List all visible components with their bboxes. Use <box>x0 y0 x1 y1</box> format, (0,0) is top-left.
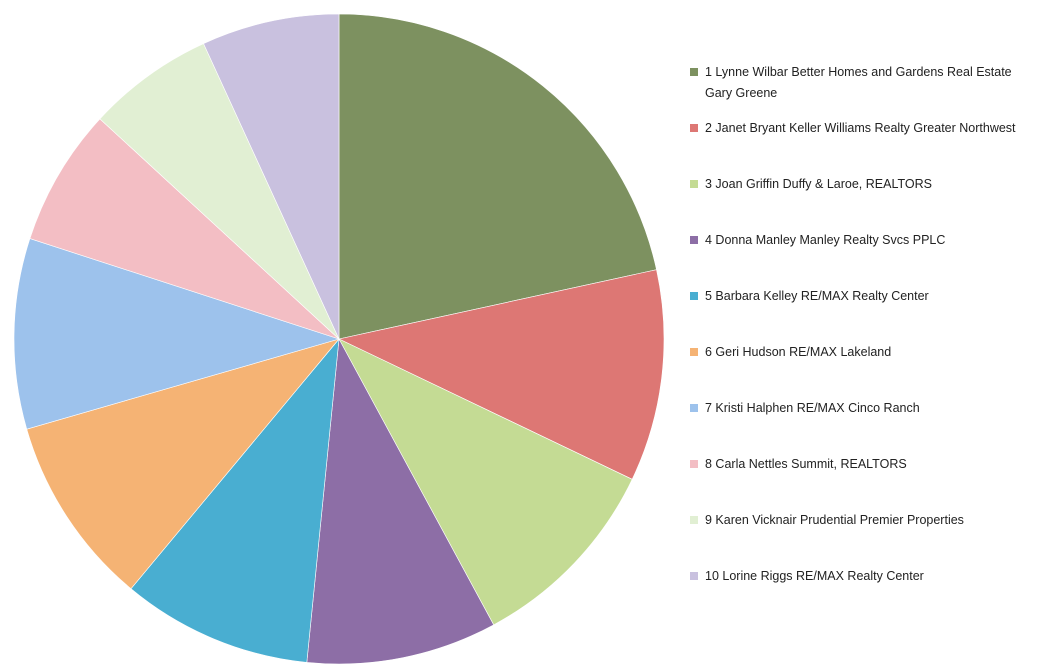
legend-swatch-6 <box>690 348 698 356</box>
legend-label-5: 5 Barbara Kelley RE/MAX Realty Center <box>705 289 929 303</box>
pie-slice-2 <box>338 269 665 480</box>
legend-item-1: 1 Lynne Wilbar Better Homes and Gardens … <box>690 62 1035 104</box>
legend-swatch-2 <box>690 124 698 132</box>
legend-label-9: 9 Karen Vicknair Prudential Premier Prop… <box>705 513 964 527</box>
pie-slice-5 <box>130 338 340 663</box>
legend-label-1: 1 Lynne Wilbar Better Homes and Gardens … <box>705 65 1012 100</box>
legend-swatch-10 <box>690 572 698 580</box>
legend-swatch-3 <box>690 180 698 188</box>
legend-swatch-9 <box>690 516 698 524</box>
pie-slice-1 <box>338 13 657 340</box>
legend-item-2: 2 Janet Bryant Keller Williams Realty Gr… <box>690 118 1035 139</box>
legend-item-10: 10 Lorine Riggs RE/MAX Realty Center <box>690 566 1035 587</box>
legend-item-8: 8 Carla Nettles Summit, REALTORS <box>690 454 1035 475</box>
legend-label-7: 7 Kristi Halphen RE/MAX Cinco Ranch <box>705 401 920 415</box>
pie-slice-4 <box>306 337 495 665</box>
legend-label-2: 2 Janet Bryant Keller Williams Realty Gr… <box>705 121 1016 135</box>
legend-swatch-5 <box>690 292 698 300</box>
legend-label-10: 10 Lorine Riggs RE/MAX Realty Center <box>705 569 924 583</box>
legend-swatch-7 <box>690 404 698 412</box>
legend-label-6: 6 Geri Hudson RE/MAX Lakeland <box>705 345 892 359</box>
pie-slice-9 <box>99 43 340 340</box>
legend-swatch-1 <box>690 68 698 76</box>
legend-swatch-8 <box>690 460 698 468</box>
pie-slice-7 <box>13 238 341 430</box>
legend-item-7: 7 Kristi Halphen RE/MAX Cinco Ranch <box>690 398 1035 419</box>
pie-slice-6 <box>26 338 340 590</box>
legend-item-5: 5 Barbara Kelley RE/MAX Realty Center <box>690 286 1035 307</box>
legend-label-8: 8 Carla Nettles Summit, REALTORS <box>705 457 907 471</box>
legend-item-9: 9 Karen Vicknair Prudential Premier Prop… <box>690 510 1035 531</box>
pie-slice-3 <box>338 338 633 626</box>
legend-item-3: 3 Joan Griffin Duffy & Laroe, REALTORS <box>690 174 1035 195</box>
pie-slice-8 <box>29 118 340 340</box>
legend-item-4: 4 Donna Manley Manley Realty Svcs PPLC <box>690 230 1035 251</box>
pie-chart <box>13 13 665 665</box>
pie-slice-10 <box>203 13 340 340</box>
legend-swatch-4 <box>690 236 698 244</box>
legend-label-3: 3 Joan Griffin Duffy & Laroe, REALTORS <box>705 177 932 191</box>
legend-item-6: 6 Geri Hudson RE/MAX Lakeland <box>690 342 1035 363</box>
legend-label-4: 4 Donna Manley Manley Realty Svcs PPLC <box>705 233 946 247</box>
